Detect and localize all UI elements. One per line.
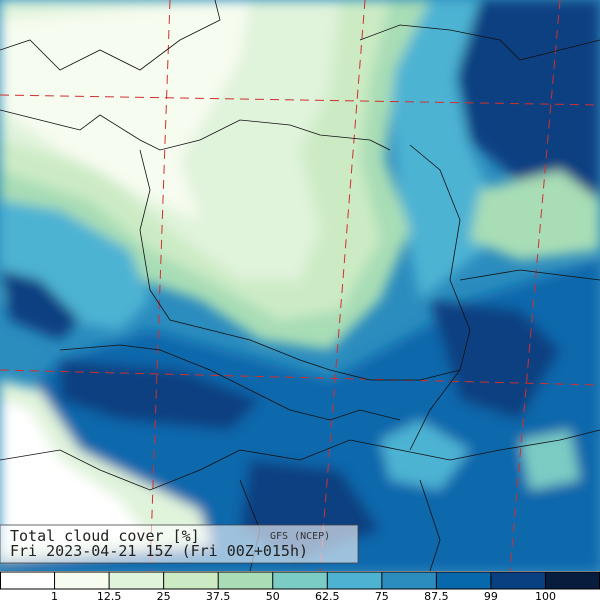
colorbar-segment xyxy=(163,572,219,589)
colorbar-label: 12.5 xyxy=(97,590,122,600)
colorbar-segment xyxy=(381,572,437,589)
colorbar-segment xyxy=(218,572,273,589)
colorbar-label: 25 xyxy=(157,590,171,600)
colorbar-label: 37.5 xyxy=(206,590,231,600)
colorbar-segment xyxy=(109,572,164,589)
info-box xyxy=(0,524,359,564)
colorbar-segment xyxy=(490,572,546,589)
model: GFS (NCEP) xyxy=(270,531,330,542)
graticule xyxy=(0,0,600,571)
colorbar: 1 12.5 25 37.5 50 62.5 75 87.5 99 100 xyxy=(0,571,600,600)
colorbar-label: 50 xyxy=(266,590,280,600)
colorbar-segment xyxy=(545,572,600,589)
colorbar-label: 100 xyxy=(535,590,556,600)
colorbar-segment xyxy=(436,572,491,589)
colorbar-segment xyxy=(54,572,110,589)
colorbar-segment xyxy=(272,572,328,589)
colorbar-label: 75 xyxy=(375,590,389,600)
cloud-map xyxy=(0,0,600,571)
colorbar-label: 1 xyxy=(51,590,58,600)
valid-time: Fri 2023-04-21 15Z (Fri 00Z+015h) xyxy=(10,542,308,560)
colorbar-label: 87.5 xyxy=(424,590,449,600)
title: Total cloud cover [%] xyxy=(10,527,200,545)
colorbar-segment xyxy=(0,572,55,589)
colorbar-segment xyxy=(327,572,382,589)
colorbar-label: 99 xyxy=(484,590,498,600)
colorbar-label: 62.5 xyxy=(315,590,340,600)
